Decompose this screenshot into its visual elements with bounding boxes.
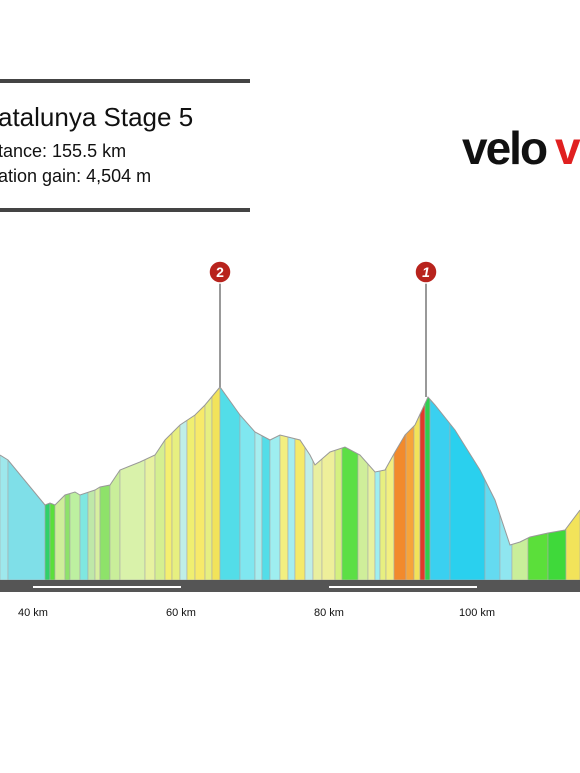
gradient-segment [424,387,431,580]
gradient-segment [484,387,501,580]
gradient-segment [49,387,56,580]
gradient-segment [7,387,46,580]
x-label: 60 km [166,607,196,619]
x-label: 100 km [459,607,495,619]
gradient-segment [44,387,51,580]
gradient-segment [374,387,381,580]
gradient-segment [429,387,451,580]
gradient-segment [511,387,529,580]
logo-accent: v [555,122,580,174]
gradient-segment [367,387,376,580]
gradient-segment [87,387,96,580]
gradient-segment [393,387,407,580]
gradient-segment [261,387,271,580]
gradient-segment [254,387,263,580]
gradient-segment [64,387,71,580]
gradient-segment [204,387,213,580]
gradient-segment [154,387,166,580]
gradient-segment [94,387,101,580]
header-rule [0,208,250,212]
gradient-segment [565,387,580,580]
gradient-segment [321,387,336,580]
gradient-segment [0,387,9,580]
gradient-segment [449,387,486,580]
gradient-segment [109,387,121,580]
baseline [0,580,580,592]
gradient-segment [385,387,395,580]
gradient-segment [304,387,314,580]
gradient-segment [527,387,549,580]
gradient-segment [269,387,281,580]
elevation-gain: ation gain: 4,504 m [0,166,151,186]
gradient-segment [179,387,188,580]
distance: tance: 155.5 km [0,141,126,161]
climb-marker [414,260,438,284]
gradient-segment [357,387,369,580]
climb-label: 2 [216,264,224,280]
gradient-segment [164,387,173,580]
logo: velo [462,122,547,174]
gradient-segment [186,387,196,580]
distance-scale [33,586,181,588]
gradient-segment [405,387,415,580]
gradient-segment [171,387,181,580]
gradient-segment [79,387,89,580]
gradient-segment [211,387,221,580]
gradient-segment [279,387,289,580]
gradient-segment [239,387,256,580]
gradient-segment [294,387,306,580]
climb-marker [208,260,232,284]
x-label: 40 km [18,607,48,619]
header-rule [0,79,250,83]
gradient-segment [499,387,513,580]
distance-scale [329,586,477,588]
gradient-segment [341,387,359,580]
gradient-segment [287,387,296,580]
gradient-segment [547,387,567,580]
gradient-segment [312,387,323,580]
gradient-segment [413,387,421,580]
gradient-segment [144,387,156,580]
x-label: 80 km [314,607,344,619]
gradient-segment [99,387,111,580]
gradient-segment [379,387,387,580]
gradient-segment [119,387,146,580]
gradient-segment [54,387,66,580]
climb-label: 1 [422,264,430,280]
profile [0,387,580,580]
title: atalunya Stage 5 [0,102,193,132]
gradient-segment [69,387,81,580]
gradient-segment [334,387,343,580]
profile-outline [0,386,580,546]
